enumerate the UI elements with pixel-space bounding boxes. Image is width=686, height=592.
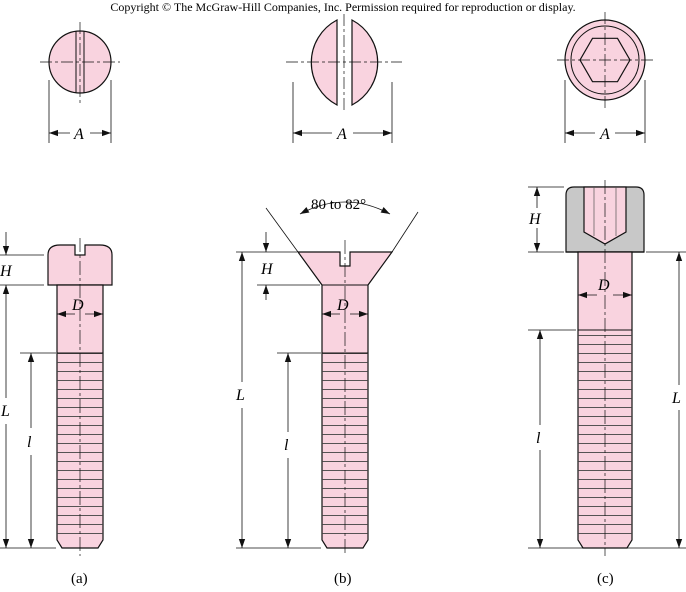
view-b-side (236, 202, 418, 556)
label-a-top-A: A (73, 126, 84, 143)
view-a-top (40, 22, 120, 143)
label-a-H: H (0, 263, 13, 280)
view-a-side (0, 232, 112, 556)
label-c-top-A: A (599, 126, 610, 143)
label-a-l: l (27, 434, 32, 451)
caption-c: (c) (597, 571, 614, 587)
label-b-L: L (235, 387, 245, 404)
view-c-side (528, 180, 686, 556)
label-b-l: l (284, 437, 289, 454)
caption-a: (a) (71, 571, 88, 587)
label-a-D: D (71, 297, 84, 314)
label-b-top-A: A (336, 126, 347, 143)
caption-b: (b) (334, 571, 352, 587)
label-c-D: D (597, 277, 610, 294)
label-b-D: D (336, 297, 349, 314)
angle-label: 80 to 82° (311, 197, 366, 213)
label-c-H: H (528, 211, 542, 228)
label-c-l: l (536, 430, 541, 447)
label-b-H: H (260, 261, 274, 278)
copyright-notice: Copyright © The McGraw-Hill Companies, I… (0, 0, 686, 15)
view-c-top (557, 12, 653, 143)
label-c-L: L (671, 390, 681, 407)
label-a-L: L (0, 403, 10, 420)
view-b-top (286, 14, 402, 143)
